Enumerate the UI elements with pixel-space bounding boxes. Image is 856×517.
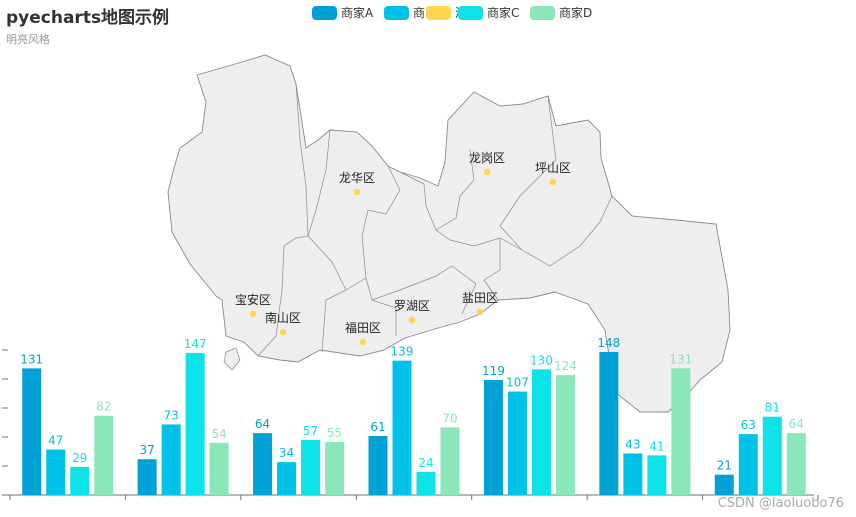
bar[interactable] xyxy=(738,434,758,495)
bar[interactable] xyxy=(623,453,643,495)
bar-series xyxy=(22,351,806,495)
bar-value-label: 148 xyxy=(597,336,620,350)
bar-value-label: 63 xyxy=(741,418,756,432)
bar[interactable] xyxy=(416,471,436,495)
legend-label[interactable]: 商 xyxy=(413,5,425,20)
chart-title: pyecharts地图示例 xyxy=(6,8,170,28)
district-label: 福田区 xyxy=(345,320,381,335)
bar-value-label: 64 xyxy=(789,417,804,431)
bar-value-label: 57 xyxy=(303,424,318,438)
district-marker xyxy=(408,316,416,324)
legend-label[interactable]: 商家D xyxy=(559,5,592,20)
bar-value-label: 43 xyxy=(625,437,640,451)
bar[interactable] xyxy=(762,416,782,495)
bar[interactable] xyxy=(325,441,345,495)
bar[interactable] xyxy=(786,433,806,495)
bar[interactable] xyxy=(440,427,460,495)
bar[interactable] xyxy=(209,442,229,495)
bar[interactable] xyxy=(647,455,667,495)
bar-value-label: 130 xyxy=(530,353,553,367)
bar[interactable] xyxy=(368,436,388,495)
district-label: 盐田区 xyxy=(462,291,498,305)
bar-value-label: 41 xyxy=(649,439,664,453)
district-label: 南山区 xyxy=(265,310,301,325)
district-label: 宝安区 xyxy=(235,292,271,307)
legend-swatch[interactable] xyxy=(384,6,409,20)
bar[interactable] xyxy=(185,352,205,495)
bar[interactable] xyxy=(301,439,321,495)
bar[interactable] xyxy=(555,375,575,495)
bar[interactable] xyxy=(137,459,157,495)
bar[interactable] xyxy=(253,433,273,495)
bar-value-label: 124 xyxy=(554,359,577,373)
district-label: 罗湖区 xyxy=(394,298,430,313)
bar-value-label: 131 xyxy=(669,352,692,366)
district-label: 龙岗区 xyxy=(469,151,505,165)
legend-swatch[interactable] xyxy=(426,6,451,20)
district-marker xyxy=(279,328,287,336)
district-label: 坪山区 xyxy=(535,161,571,175)
district-marker xyxy=(359,338,367,346)
bar[interactable] xyxy=(671,368,691,495)
bar-value-label: 107 xyxy=(506,376,529,390)
district-marker xyxy=(353,188,361,196)
bar[interactable] xyxy=(94,415,114,495)
bar-value-label: 34 xyxy=(279,446,294,460)
bar-value-label: 55 xyxy=(327,426,342,440)
bar-value-label: 64 xyxy=(255,417,270,431)
legend-swatch[interactable] xyxy=(530,6,555,20)
bar-value-label: 24 xyxy=(418,456,433,470)
bar-data-labels: 131 37 64 61 119 148 21 47 73 34 139 107 43 63 29 147 57… xyxy=(20,336,804,473)
watermark: CSDN @laoluobo76 xyxy=(717,496,844,511)
bar-value-label: 54 xyxy=(212,427,227,441)
legend-label[interactable]: 商家C xyxy=(487,5,519,20)
district-marker xyxy=(249,310,257,318)
legend-label[interactable]: 商家A xyxy=(341,5,374,20)
legend[interactable]: 商家A商深圳商家C商家D xyxy=(312,5,592,20)
district-borders xyxy=(257,83,613,357)
map-outline xyxy=(167,54,731,413)
bar[interactable] xyxy=(714,474,734,495)
bar-value-label: 119 xyxy=(482,364,505,378)
bar[interactable] xyxy=(483,379,503,495)
bar[interactable] xyxy=(392,360,412,495)
bar-value-label: 21 xyxy=(717,459,732,473)
bar[interactable] xyxy=(277,462,297,495)
district-marker xyxy=(549,178,557,186)
bar-value-label: 139 xyxy=(391,345,414,359)
chart-subtitle: 明亮风格 xyxy=(6,33,50,46)
bar-value-label: 131 xyxy=(20,352,43,366)
bar[interactable] xyxy=(531,369,551,495)
legend-swatch[interactable] xyxy=(312,6,337,20)
district-marker xyxy=(483,168,491,176)
bar-value-label: 73 xyxy=(164,408,179,422)
bar-value-label: 70 xyxy=(442,411,457,425)
bar[interactable] xyxy=(46,449,66,495)
legend-swatch[interactable] xyxy=(458,6,483,20)
map-island xyxy=(223,347,241,371)
bar-value-label: 37 xyxy=(140,443,155,457)
bar[interactable] xyxy=(22,368,42,495)
bar[interactable] xyxy=(70,466,90,495)
bar-value-label: 147 xyxy=(184,337,207,351)
bar[interactable] xyxy=(599,351,619,495)
bar-value-label: 29 xyxy=(72,451,87,465)
bar[interactable] xyxy=(161,424,181,495)
bar-value-label: 47 xyxy=(48,434,63,448)
district-label: 龙华区 xyxy=(339,171,375,185)
bar-value-label: 61 xyxy=(370,420,385,434)
district-marker xyxy=(476,308,484,316)
bar-value-label: 82 xyxy=(96,400,111,414)
bar-value-label: 81 xyxy=(765,401,780,415)
bar[interactable] xyxy=(507,391,527,495)
